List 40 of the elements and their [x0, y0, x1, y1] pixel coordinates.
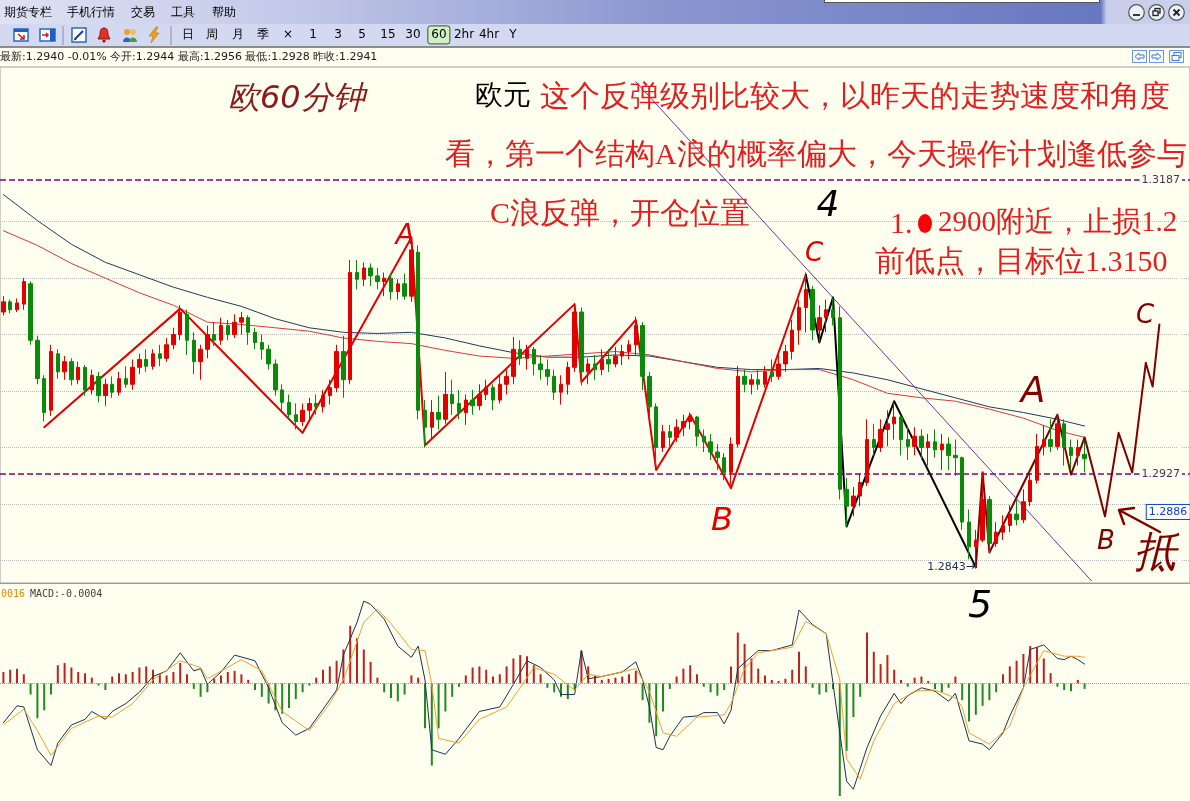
annotation: 1.2886 [1145, 503, 1190, 521]
text: 5 [358, 27, 366, 42]
annotation: B [711, 500, 733, 539]
text: Y [509, 27, 517, 42]
annotation: 5 [967, 582, 993, 627]
text: 0016 [1, 587, 26, 599]
annotation: C [804, 236, 824, 267]
text: 帮助 [212, 5, 236, 20]
text: 4hr [478, 27, 500, 42]
text: 期货专栏 [4, 5, 52, 20]
text: 手机行情 [67, 5, 115, 20]
text: 1 [309, 27, 317, 42]
text: 月 [232, 27, 244, 42]
annotation: 1. [890, 205, 913, 239]
text: 30 [405, 27, 421, 42]
annotation: 2900附近，止损1.2 [938, 205, 1178, 238]
text: 60 [427, 25, 451, 45]
annotation: B [1097, 524, 1115, 555]
annotation: C [1135, 298, 1155, 329]
text: 15 [380, 27, 396, 42]
text: 周 [206, 27, 218, 42]
text: × [282, 27, 294, 42]
annotation: C浪反弹，开仓位置 [490, 195, 751, 229]
text: 工具 [171, 5, 195, 20]
y-tick-label: 1.2927 [1141, 466, 1180, 480]
text: 交易 [131, 5, 155, 20]
annotation: 欧元 [475, 78, 531, 111]
text: MACD:-0.0004 [30, 587, 103, 599]
annotation: 前低点，目标位1.3150 [875, 243, 1168, 277]
text: 季 [257, 27, 269, 42]
annotation: 看，第一个结构A浪的概率偏大，今天操作计划逢低参与 [445, 136, 1187, 170]
text: 2hr [453, 27, 475, 42]
annotation: 4 [816, 183, 840, 225]
text: 日 [182, 27, 194, 42]
text: 最新:1.2940 -0.01% 今开:1.2944 最高:1.2956 最低:1.2928 昨收:1.2941 [0, 49, 378, 64]
annotation: 1.2843→ [927, 559, 975, 574]
annotation: 这个反弹级别比较大，以昨天的走势速度和角度 [540, 78, 1170, 112]
text: 3 [334, 27, 342, 42]
annotation: A [1020, 369, 1046, 411]
y-tick-label: 1.3187 [1141, 173, 1180, 187]
